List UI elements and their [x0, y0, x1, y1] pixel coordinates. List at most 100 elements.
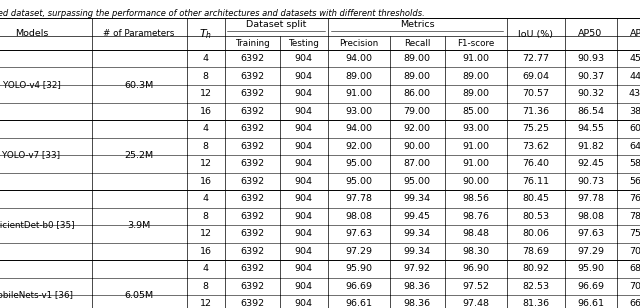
Text: 904: 904 — [294, 194, 312, 203]
Text: 904: 904 — [294, 72, 312, 81]
Text: 89.00: 89.00 — [403, 54, 431, 63]
Text: 89.00: 89.00 — [403, 72, 431, 81]
Text: 97.92: 97.92 — [403, 264, 431, 273]
Text: 4: 4 — [202, 194, 209, 203]
Text: 98.56: 98.56 — [462, 194, 489, 203]
Text: 56.45: 56.45 — [629, 177, 640, 186]
Text: 79.00: 79.00 — [403, 107, 431, 116]
Text: 3.9M: 3.9M — [127, 221, 150, 229]
Text: 95.00: 95.00 — [345, 177, 372, 186]
Text: $T_h$: $T_h$ — [199, 27, 212, 41]
Text: 82.53: 82.53 — [522, 282, 549, 291]
Text: 904: 904 — [294, 107, 312, 116]
Text: 86.00: 86.00 — [403, 89, 431, 98]
Text: 97.78: 97.78 — [345, 194, 372, 203]
Text: 96.69: 96.69 — [577, 282, 604, 291]
Text: 85.00: 85.00 — [462, 107, 489, 116]
Text: 97.48: 97.48 — [462, 299, 489, 308]
Text: 6392: 6392 — [240, 229, 264, 238]
Text: 90.00: 90.00 — [403, 142, 431, 151]
Text: 97.29: 97.29 — [345, 247, 372, 256]
Text: 6392: 6392 — [240, 177, 264, 186]
Text: 60.80: 60.80 — [629, 124, 640, 133]
Text: 98.08: 98.08 — [577, 212, 604, 221]
Text: 8 valued dataset, surpassing the performance of other architectures and datasets: 8 valued dataset, surpassing the perform… — [0, 9, 424, 18]
Text: 97.63: 97.63 — [577, 229, 604, 238]
Text: 89.00: 89.00 — [462, 89, 489, 98]
Text: 8: 8 — [202, 72, 209, 81]
Text: 904: 904 — [294, 282, 312, 291]
Text: 89.00: 89.00 — [345, 72, 372, 81]
Text: 6392: 6392 — [240, 72, 264, 81]
Text: 16: 16 — [200, 247, 211, 256]
Text: 90.37: 90.37 — [577, 72, 604, 81]
Text: 78.77: 78.77 — [629, 212, 640, 221]
Text: Precision: Precision — [339, 38, 378, 47]
Text: 81.36: 81.36 — [522, 299, 549, 308]
Text: 6392: 6392 — [240, 282, 264, 291]
Text: 80.06: 80.06 — [522, 229, 549, 238]
Text: 80.53: 80.53 — [522, 212, 549, 221]
Text: 90.73: 90.73 — [577, 177, 604, 186]
Text: 91.00: 91.00 — [345, 89, 372, 98]
Text: 6392: 6392 — [240, 194, 264, 203]
Text: 80.45: 80.45 — [522, 194, 549, 203]
Text: Dataset split: Dataset split — [246, 20, 306, 29]
Text: 4: 4 — [202, 264, 209, 273]
Text: 38.74: 38.74 — [629, 107, 640, 116]
Text: 70.91: 70.91 — [629, 247, 640, 256]
Text: Models: Models — [15, 30, 48, 38]
Text: EfficientDet-b0 [35]: EfficientDet-b0 [35] — [0, 221, 75, 229]
Text: 90.00: 90.00 — [462, 177, 489, 186]
Text: 94.00: 94.00 — [345, 124, 372, 133]
Text: 68.77: 68.77 — [629, 264, 640, 273]
Text: 97.52: 97.52 — [462, 282, 489, 291]
Text: YOLO-v4 [32]: YOLO-v4 [32] — [3, 80, 60, 90]
Text: 94.00: 94.00 — [345, 54, 372, 63]
Text: 97.78: 97.78 — [577, 194, 604, 203]
Text: 92.00: 92.00 — [403, 124, 431, 133]
Text: MobileNets-v1 [36]: MobileNets-v1 [36] — [0, 290, 73, 299]
Text: 25.2M: 25.2M — [124, 151, 154, 160]
Text: 6392: 6392 — [240, 54, 264, 63]
Text: 58.12: 58.12 — [629, 159, 640, 168]
Text: 12: 12 — [200, 229, 211, 238]
Text: 904: 904 — [294, 54, 312, 63]
Text: 4: 4 — [202, 124, 209, 133]
Text: 66.52: 66.52 — [629, 299, 640, 308]
Text: 904: 904 — [294, 299, 312, 308]
Text: 64.31: 64.31 — [629, 142, 640, 151]
Text: Training: Training — [235, 38, 269, 47]
Text: 904: 904 — [294, 229, 312, 238]
Text: Testing: Testing — [288, 38, 319, 47]
Text: 96.61: 96.61 — [577, 299, 604, 308]
Text: 91.00: 91.00 — [462, 142, 489, 151]
Text: 76.11: 76.11 — [522, 177, 549, 186]
Text: # of Parameters: # of Parameters — [103, 30, 175, 38]
Text: 95.00: 95.00 — [345, 159, 372, 168]
Text: 8: 8 — [202, 212, 209, 221]
Text: 95.90: 95.90 — [345, 264, 372, 273]
Text: 6392: 6392 — [240, 264, 264, 273]
Text: 43.89: 43.89 — [629, 89, 640, 98]
Text: 91.00: 91.00 — [462, 54, 489, 63]
Text: 904: 904 — [294, 177, 312, 186]
Text: 99.34: 99.34 — [403, 194, 431, 203]
Text: 91.82: 91.82 — [577, 142, 604, 151]
Text: 904: 904 — [294, 247, 312, 256]
Text: 75.25: 75.25 — [522, 124, 549, 133]
Text: 99.45: 99.45 — [403, 212, 431, 221]
Text: 60.3M: 60.3M — [124, 80, 154, 90]
Text: 91.00: 91.00 — [462, 159, 489, 168]
Text: Metrics: Metrics — [400, 20, 435, 29]
Text: 904: 904 — [294, 159, 312, 168]
Text: 8: 8 — [202, 282, 209, 291]
Text: 6392: 6392 — [240, 212, 264, 221]
Text: 90.32: 90.32 — [577, 89, 604, 98]
Text: 98.36: 98.36 — [403, 299, 431, 308]
Text: 99.34: 99.34 — [403, 247, 431, 256]
Text: 904: 904 — [294, 124, 312, 133]
Text: 97.63: 97.63 — [345, 229, 372, 238]
Text: 6392: 6392 — [240, 142, 264, 151]
Text: 45.85: 45.85 — [629, 54, 640, 63]
